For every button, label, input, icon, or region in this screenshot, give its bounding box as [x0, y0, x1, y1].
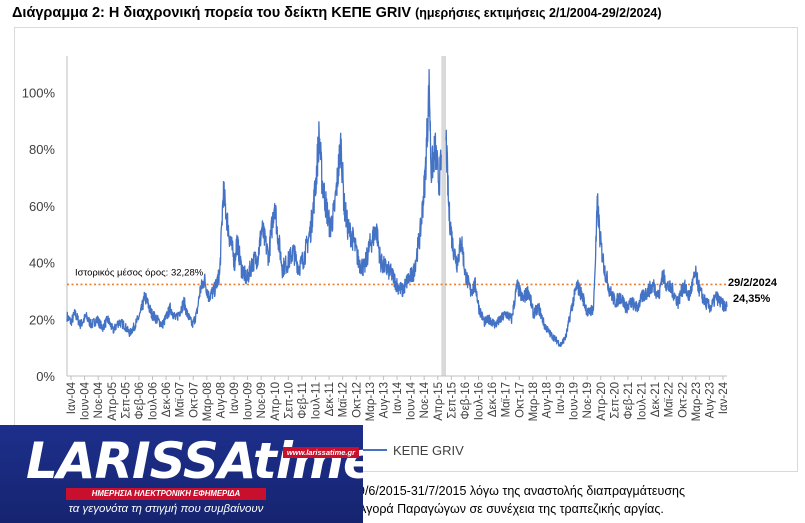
x-tick-label: Αυγ-23	[704, 382, 716, 418]
x-tick-label: Ιουλ-11	[311, 382, 323, 419]
chart-subtitle: (ημερήσιες εκτιμήσεις 2/1/2004-29/2/2024…	[415, 6, 662, 20]
y-tick-label: 80%	[29, 142, 55, 157]
x-tick-label: Μαϊ-22	[664, 382, 676, 417]
x-tick-label: Απρ-10	[270, 382, 282, 421]
logo-url: www.larissatime.gr	[282, 447, 359, 458]
chart-note-line-2: Αγορά Παραγώγων σε συνέχεια της τραπεζικ…	[358, 502, 664, 516]
x-tick-label: Οκτ-17	[514, 382, 526, 418]
x-tick-label: Αυγ-13	[378, 382, 390, 418]
x-tick-label: Απρ-05	[107, 382, 119, 421]
x-tick-label: Μαρ-13	[365, 382, 377, 421]
x-tick-label: Δεκ-06	[161, 382, 173, 417]
x-tick-label: Ιαν-09	[229, 382, 241, 414]
y-tick-label: 0%	[36, 369, 55, 384]
logo-band: ΗΜΕΡΗΣΙΑ ΗΛΕΚΤΡΟΝΙΚΗ ΕΦΗΜΕΡΙΔΑ	[66, 488, 266, 500]
x-tick-label: Δεκ-21	[650, 382, 662, 417]
x-tick-label: Σεπ-20	[609, 382, 621, 419]
x-tick-label: Μαϊ-07	[175, 382, 187, 417]
x-tick-label: Δεκ-16	[487, 382, 499, 417]
end-value-label: 24,35%	[733, 293, 771, 305]
x-tick-label: Φεβ-06	[134, 382, 146, 420]
x-tick-label: Σεπ-05	[120, 382, 132, 419]
x-tick-label: Σεπ-10	[283, 382, 295, 419]
x-tick-label: Φεβ-16	[460, 382, 472, 420]
x-tick-label: Μαϊ-12	[338, 382, 350, 417]
x-tick-label: Νοε-14	[419, 381, 431, 418]
y-tick-label: 20%	[29, 312, 55, 327]
x-tick-label: Δεκ-11	[324, 382, 336, 416]
chart-area: 0% 20% 40% 60% 80% 100% Ιαν-04 Ιουν-04 Νοε-04 Απρ…	[14, 27, 798, 472]
x-tick-label: Ιουλ-21	[637, 382, 649, 420]
x-tick-label: Μαρ-18	[528, 382, 540, 421]
y-tick-label: 100%	[22, 85, 56, 100]
x-tick-label: Αυγ-08	[215, 382, 227, 418]
x-tick-label: Ιουν-19	[569, 382, 581, 420]
larissatime-logo: LARISSAtime www.larissatime.gr ΗΜΕΡΗΣΙΑ …	[0, 425, 363, 523]
x-tick-label: Σεπ-15	[446, 382, 458, 419]
x-tick-label: Απρ-15	[433, 382, 445, 421]
chart-note: 9/6/2015-31/7/2015 λόγω της αναστολής δι…	[358, 482, 803, 518]
x-tick-label: Ιουν-09	[243, 382, 255, 420]
chart-note-line-1: 9/6/2015-31/7/2015 λόγω της αναστολής δι…	[358, 484, 686, 498]
x-tick-label: Νοε-19	[582, 382, 594, 418]
x-tick-label: Ιουν-04	[80, 381, 92, 420]
x-tick-label: Οκτ-07	[188, 382, 200, 418]
y-tick-label: 40%	[29, 256, 55, 271]
x-tick-label: Αυγ-18	[541, 382, 553, 418]
x-tick-label: Φεβ-21	[623, 382, 635, 420]
series-line-griv	[445, 129, 728, 348]
legend-label: ΚΕΠΕ GRIV	[393, 443, 464, 458]
x-tick-label: Απρ-20	[596, 382, 608, 421]
x-tick-label: Νοε-04	[93, 381, 105, 418]
x-tick-label: Ιαν-19	[555, 382, 567, 414]
x-tick-label: Ιουν-14	[406, 381, 418, 420]
gap-band	[441, 56, 446, 376]
x-tick-label: Ιαν-14	[392, 381, 404, 414]
chart-svg: 0%20%40%60%80%100%Ιαν-04 Ιουν-04 Νοε-04 Απρ…	[22, 56, 778, 458]
x-tick-label: Ιαν-24	[718, 381, 730, 414]
logo-wordmark: LARISSAtime	[26, 432, 363, 490]
chart-title-main: Διάγραμμα 2: Η διαχρονική πορεία του δεί…	[12, 5, 412, 21]
x-tick-label: Φεβ-11	[297, 382, 309, 419]
x-tick-label: Νοε-09	[256, 382, 268, 418]
x-tick-label: Μαϊ-17	[501, 382, 513, 417]
x-tick-label: Οκτ-22	[677, 382, 689, 418]
x-tick-label: Ιουλ-06	[148, 382, 160, 420]
x-tick-label: Ιαν-04	[66, 381, 78, 414]
x-tick-label: Μαρ-23	[691, 382, 703, 421]
x-tick-label: Οκτ-12	[351, 382, 363, 418]
chart-title: Διάγραμμα 2: Η διαχρονική πορεία του δεί…	[12, 5, 802, 21]
series-line-griv	[66, 69, 442, 338]
mean-line-label: Ιστορικός μέσος όρος: 32,28%	[75, 267, 204, 278]
y-tick-label: 60%	[29, 199, 55, 214]
end-date-label: 29/2/2024	[728, 277, 778, 289]
x-tick-label: Ιουλ-16	[474, 382, 486, 420]
x-tick-label: Μαρ-08	[202, 382, 214, 421]
logo-tagline: τα γεγονότα τη στιγμή που συμβαίνουν	[68, 503, 264, 515]
